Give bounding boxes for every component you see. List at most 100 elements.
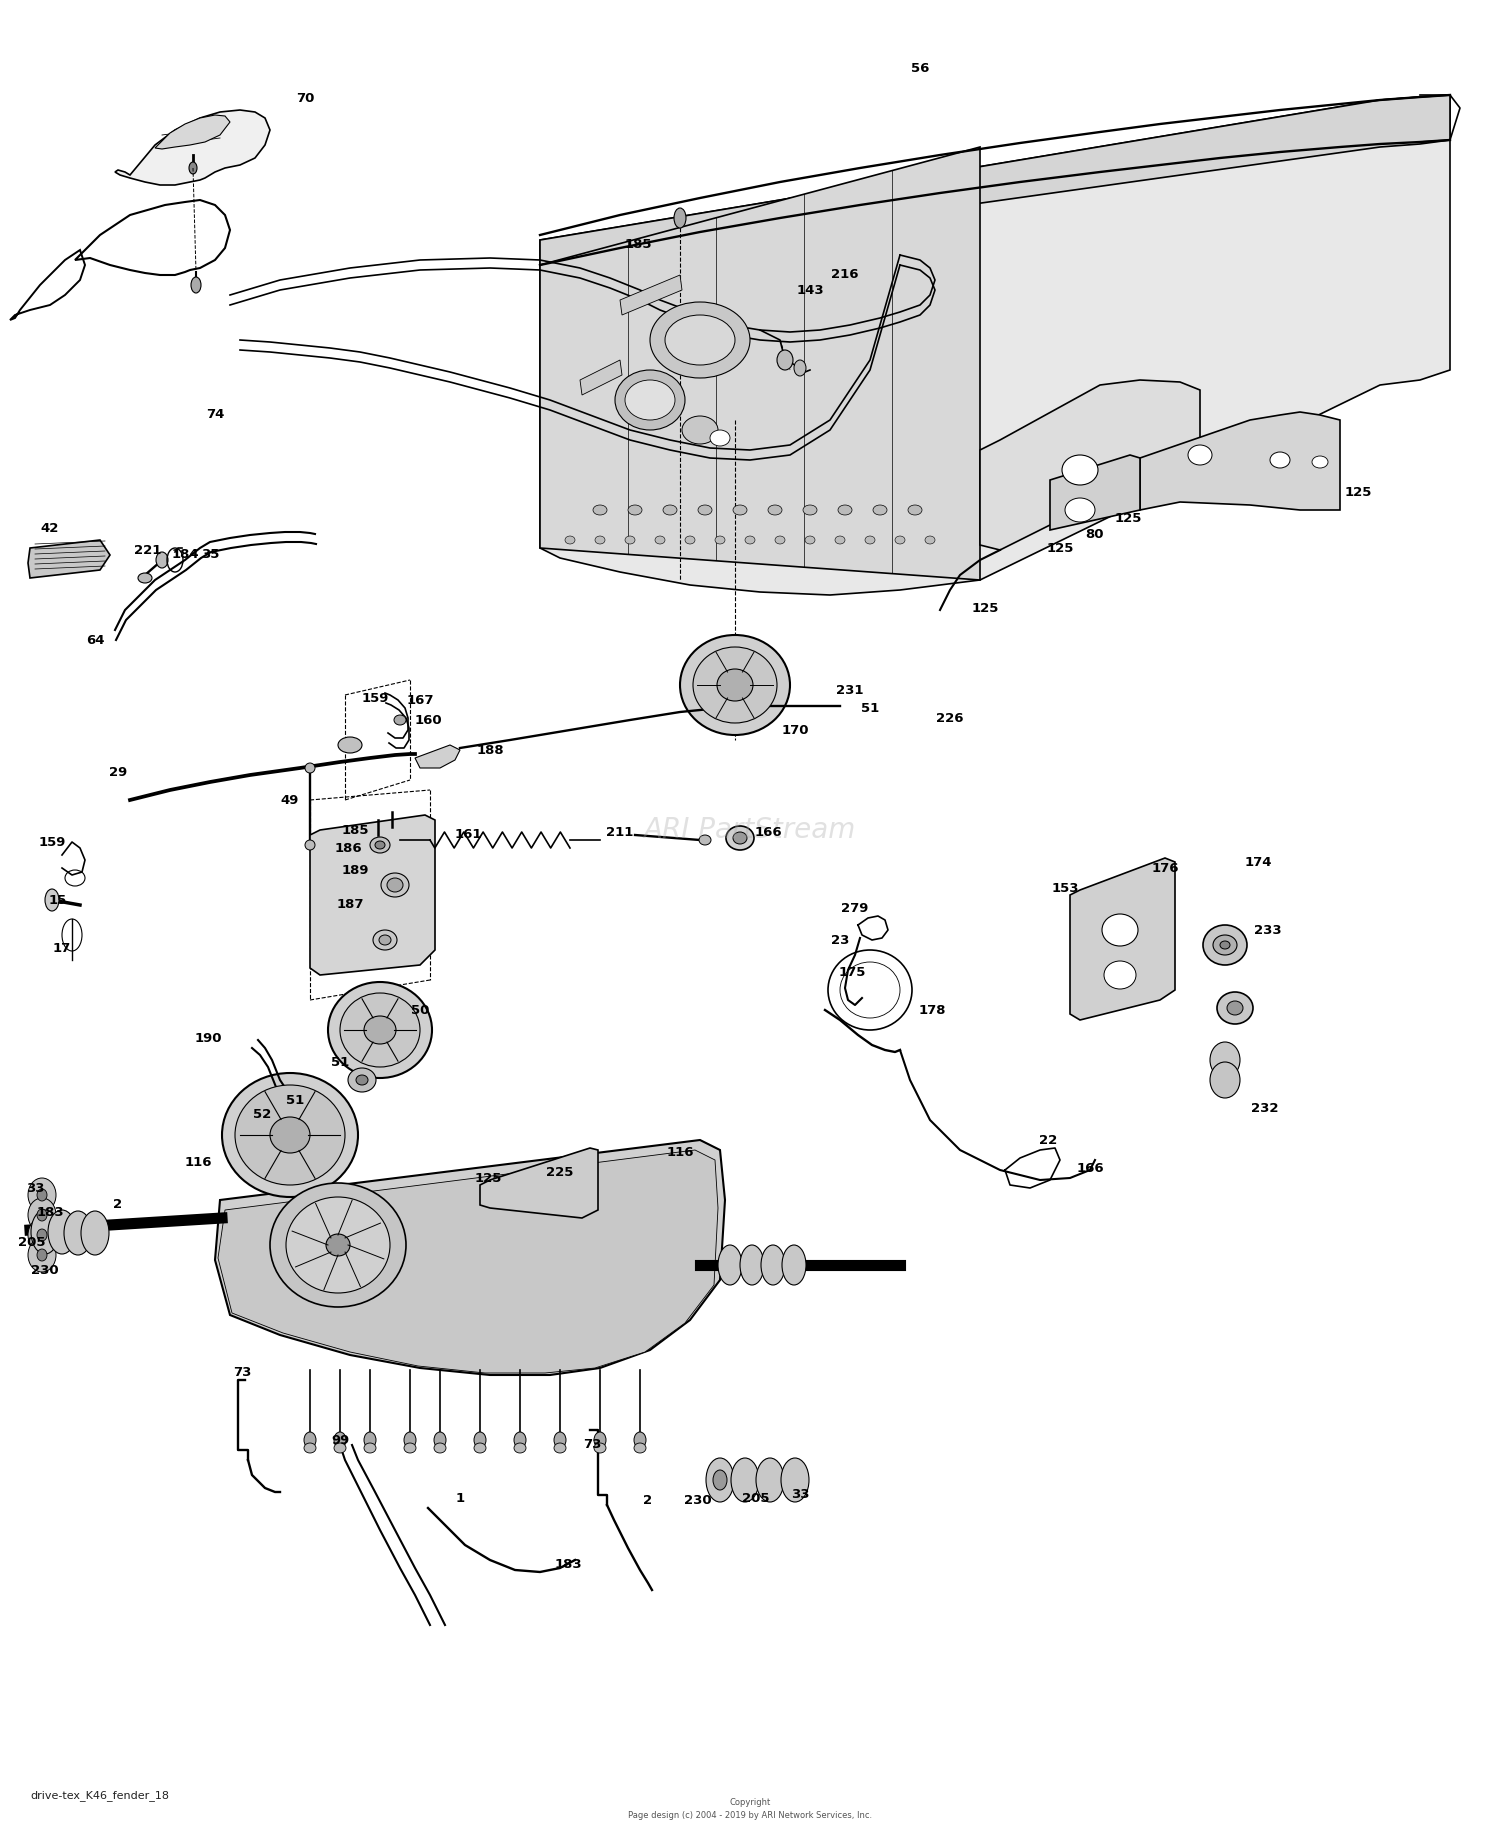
- Ellipse shape: [806, 536, 814, 545]
- Text: 184: 184: [171, 548, 200, 561]
- Text: 167: 167: [406, 693, 433, 706]
- Polygon shape: [1070, 857, 1174, 1020]
- Text: 187: 187: [336, 899, 363, 912]
- Text: 15: 15: [50, 894, 68, 907]
- Text: 64: 64: [86, 634, 104, 647]
- Ellipse shape: [328, 982, 432, 1079]
- Ellipse shape: [650, 302, 750, 378]
- Polygon shape: [116, 110, 270, 185]
- Text: 232: 232: [1251, 1102, 1278, 1115]
- Ellipse shape: [1312, 455, 1328, 468]
- Ellipse shape: [28, 1177, 56, 1212]
- Text: 74: 74: [206, 408, 224, 422]
- Polygon shape: [217, 1150, 718, 1373]
- Text: 170: 170: [782, 724, 808, 737]
- Ellipse shape: [1216, 993, 1252, 1024]
- Text: 216: 216: [831, 269, 858, 282]
- Text: drive-tex_K46_fender_18: drive-tex_K46_fender_18: [30, 1790, 170, 1801]
- Ellipse shape: [698, 505, 712, 515]
- Text: 153: 153: [1052, 881, 1078, 894]
- Ellipse shape: [626, 380, 675, 420]
- Text: 178: 178: [918, 1004, 945, 1016]
- Text: 226: 226: [936, 711, 963, 724]
- Polygon shape: [310, 815, 435, 974]
- Text: 190: 190: [195, 1031, 222, 1044]
- Ellipse shape: [674, 208, 686, 228]
- Ellipse shape: [768, 505, 782, 515]
- Text: 189: 189: [340, 863, 369, 876]
- Ellipse shape: [1214, 934, 1237, 954]
- Ellipse shape: [656, 536, 664, 545]
- Ellipse shape: [1270, 452, 1290, 468]
- Ellipse shape: [81, 1210, 110, 1256]
- Ellipse shape: [375, 841, 386, 848]
- Ellipse shape: [664, 314, 735, 366]
- Ellipse shape: [746, 536, 754, 545]
- Ellipse shape: [189, 163, 196, 174]
- Ellipse shape: [1102, 914, 1138, 947]
- Text: 230: 230: [32, 1263, 58, 1276]
- Ellipse shape: [592, 505, 608, 515]
- Text: 125: 125: [972, 601, 999, 614]
- Ellipse shape: [782, 1245, 806, 1285]
- Ellipse shape: [836, 536, 844, 545]
- Ellipse shape: [304, 762, 315, 773]
- Ellipse shape: [270, 1117, 310, 1153]
- Text: 80: 80: [1086, 528, 1104, 541]
- Polygon shape: [154, 115, 230, 150]
- Text: 51: 51: [861, 702, 879, 715]
- Text: 23: 23: [831, 934, 849, 947]
- Ellipse shape: [38, 1249, 46, 1261]
- Text: 116: 116: [184, 1155, 211, 1168]
- Ellipse shape: [686, 536, 694, 545]
- Text: 70: 70: [296, 91, 314, 104]
- Ellipse shape: [370, 837, 390, 854]
- Text: 143: 143: [796, 283, 824, 296]
- Polygon shape: [214, 1141, 724, 1375]
- Text: 166: 166: [1076, 1161, 1104, 1175]
- Ellipse shape: [1062, 455, 1098, 484]
- Ellipse shape: [554, 1442, 566, 1453]
- Ellipse shape: [626, 536, 634, 545]
- Ellipse shape: [304, 1431, 316, 1448]
- Text: 186: 186: [334, 841, 362, 854]
- Ellipse shape: [1210, 1042, 1240, 1079]
- Text: 205: 205: [18, 1236, 45, 1249]
- Ellipse shape: [594, 1442, 606, 1453]
- Ellipse shape: [364, 1016, 396, 1044]
- Text: 2: 2: [644, 1493, 652, 1506]
- Ellipse shape: [1065, 497, 1095, 523]
- Ellipse shape: [364, 1431, 376, 1448]
- Text: Copyright
Page design (c) 2004 - 2019 by ARI Network Services, Inc.: Copyright Page design (c) 2004 - 2019 by…: [628, 1799, 872, 1819]
- Ellipse shape: [364, 1442, 376, 1453]
- Polygon shape: [28, 539, 109, 578]
- Ellipse shape: [28, 1217, 56, 1252]
- Ellipse shape: [554, 1431, 566, 1448]
- Polygon shape: [480, 1148, 598, 1217]
- Text: 125: 125: [1344, 486, 1371, 499]
- Ellipse shape: [760, 1245, 784, 1285]
- Ellipse shape: [615, 369, 686, 430]
- Text: 1: 1: [456, 1492, 465, 1504]
- Ellipse shape: [716, 536, 724, 545]
- Text: 166: 166: [754, 826, 782, 839]
- Ellipse shape: [48, 1210, 76, 1254]
- Ellipse shape: [794, 360, 806, 377]
- Ellipse shape: [45, 888, 58, 910]
- Ellipse shape: [222, 1073, 358, 1197]
- Text: 73: 73: [232, 1366, 250, 1378]
- Text: 159: 159: [362, 691, 388, 704]
- Ellipse shape: [236, 1086, 345, 1185]
- Ellipse shape: [404, 1442, 416, 1453]
- Text: 160: 160: [414, 713, 442, 726]
- Text: 125: 125: [1114, 512, 1142, 525]
- Ellipse shape: [304, 1442, 316, 1453]
- Text: 29: 29: [110, 766, 128, 779]
- Ellipse shape: [380, 934, 392, 945]
- Ellipse shape: [717, 669, 753, 700]
- Text: 125: 125: [1047, 541, 1074, 554]
- Ellipse shape: [338, 737, 362, 753]
- Ellipse shape: [304, 841, 315, 850]
- Ellipse shape: [926, 536, 934, 545]
- Ellipse shape: [839, 505, 852, 515]
